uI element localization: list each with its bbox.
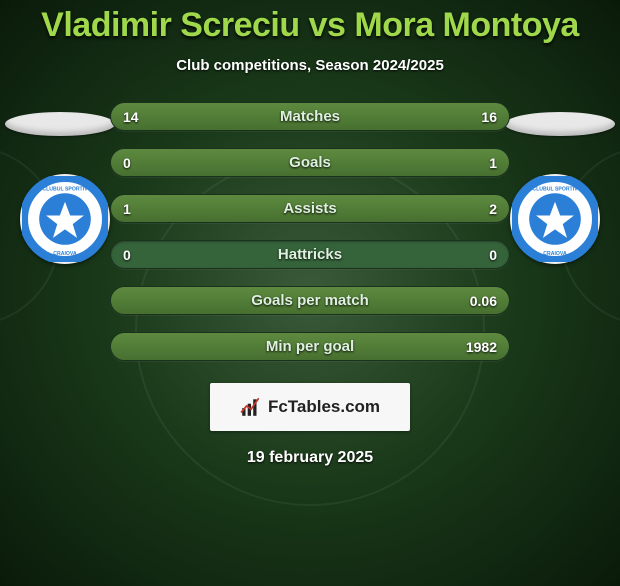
brand-text: FcTables.com xyxy=(268,397,380,417)
stat-row: 1416Matches xyxy=(110,102,510,131)
title-player-right: Mora Montoya xyxy=(354,6,578,44)
stat-label: Goals per match xyxy=(111,287,509,314)
stat-row: 12Assists xyxy=(110,194,510,223)
stat-label: Hattricks xyxy=(111,241,509,268)
club-crest-icon: CLUBUL SPORTIV CRAIOVA xyxy=(512,176,598,262)
brand-box: FcTables.com xyxy=(210,383,410,431)
subtitle: Club competitions, Season 2024/2025 xyxy=(0,57,620,74)
stat-row: 00Hattricks xyxy=(110,240,510,269)
svg-text:CLUBUL SPORTIV: CLUBUL SPORTIV xyxy=(42,187,88,193)
club-badge-left: CLUBUL SPORTIV CRAIOVA xyxy=(20,174,110,264)
stat-row: 01Goals xyxy=(110,148,510,177)
svg-text:CRAIOVA: CRAIOVA xyxy=(543,251,567,257)
stat-label: Goals xyxy=(111,149,509,176)
svg-text:CRAIOVA: CRAIOVA xyxy=(53,251,77,257)
stat-label: Min per goal xyxy=(111,333,509,360)
snapshot-date: 19 february 2025 xyxy=(0,449,620,467)
title-player-left: Vladimir Screciu xyxy=(41,6,299,44)
stat-label: Matches xyxy=(111,103,509,130)
stat-row: 1982Min per goal xyxy=(110,332,510,361)
head-silhouette-left xyxy=(5,112,115,136)
comparison-content: CLUBUL SPORTIV CRAIOVA CLUBUL SPORTIV CR… xyxy=(0,102,620,467)
svg-text:CLUBUL SPORTIV: CLUBUL SPORTIV xyxy=(532,187,578,193)
stat-label: Assists xyxy=(111,195,509,222)
page-title: Vladimir Screciu vs Mora Montoya xyxy=(0,6,620,45)
club-badge-right: CLUBUL SPORTIV CRAIOVA xyxy=(510,174,600,264)
club-crest-icon: CLUBUL SPORTIV CRAIOVA xyxy=(22,176,108,262)
head-silhouette-right xyxy=(505,112,615,136)
bar-chart-icon xyxy=(240,396,262,418)
stat-row: 0.06Goals per match xyxy=(110,286,510,315)
stat-rows: 1416Matches 01Goals 12Assists 00Hattricks 0.… xyxy=(110,102,510,361)
title-vs: vs xyxy=(309,6,346,44)
